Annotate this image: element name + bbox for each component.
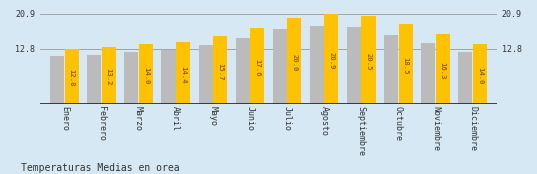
Bar [398,24,412,104]
Bar [473,44,487,104]
Bar [250,28,264,104]
Bar [421,43,436,104]
Bar [436,34,450,104]
Bar [324,14,338,104]
Text: 14.4: 14.4 [180,66,186,83]
Bar [236,38,250,104]
Bar [176,42,190,104]
Bar [347,27,361,104]
Text: 12.8: 12.8 [69,69,75,86]
Text: 15.7: 15.7 [217,63,223,81]
Text: 16.3: 16.3 [440,62,446,79]
Text: 13.2: 13.2 [106,68,112,86]
Text: 14.0: 14.0 [477,66,483,84]
Bar [273,29,287,104]
Text: Temperaturas Medias en orea: Temperaturas Medias en orea [21,163,180,173]
Bar [458,52,473,104]
Bar [213,36,227,104]
Bar [125,52,139,104]
Bar [361,16,375,104]
Text: 20.5: 20.5 [366,53,372,70]
Bar [199,45,213,104]
Bar [384,35,398,104]
Text: 18.5: 18.5 [403,57,409,75]
Text: 20.0: 20.0 [291,54,297,72]
Bar [287,18,301,104]
Text: 20.9: 20.9 [329,52,335,70]
Bar [87,55,101,104]
Bar [310,26,324,104]
Bar [50,56,64,104]
Bar [139,44,153,104]
Bar [64,49,79,104]
Text: 14.0: 14.0 [143,66,149,84]
Bar [101,47,116,104]
Text: 17.6: 17.6 [254,59,260,77]
Bar [162,50,176,104]
